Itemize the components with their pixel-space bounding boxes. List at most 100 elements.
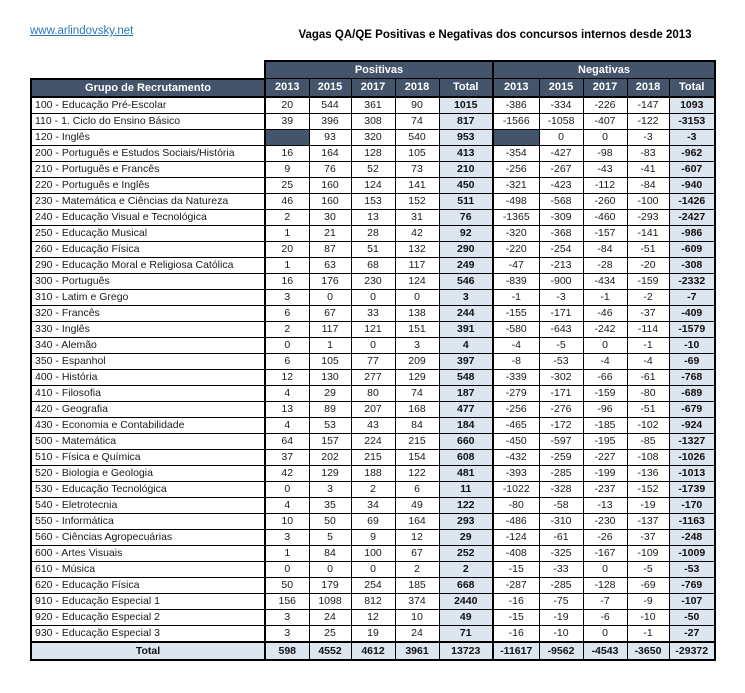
neg-2013-cell: -16 <box>492 624 540 642</box>
table-row: 500 - Matemática 64 157 224 215 660 -450 -597 -1… <box>30 432 716 450</box>
neg-2017-cell: -13 <box>582 496 628 514</box>
pos-2018-cell: 0 <box>394 288 440 306</box>
pos-2013-cell: 3 <box>264 608 310 626</box>
pos-2015-cell: 53 <box>308 416 352 434</box>
pos-2017-cell: 100 <box>350 544 396 562</box>
table-row: 300 - Português 16 176 230 124 546 -839 -900 -43… <box>30 272 716 290</box>
row-label-cell: 330 - Inglês <box>30 320 266 338</box>
pos-2013-cell <box>264 128 310 146</box>
neg-total-cell: -679 <box>668 400 716 418</box>
pos-total-cell: 29 <box>438 528 494 546</box>
pos-2018-cell: 12 <box>394 528 440 546</box>
neg-2013-cell: -256 <box>492 160 540 178</box>
neg-2017-cell: -98 <box>582 144 628 162</box>
pos-2018-cell: 209 <box>394 352 440 370</box>
pos-total-cell: 187 <box>438 384 494 402</box>
pos-total-cell: 511 <box>438 192 494 210</box>
neg-2015-cell: 0 <box>538 128 584 146</box>
pos-2015-cell: 30 <box>308 208 352 226</box>
neg-2013-cell: -11617 <box>492 640 540 661</box>
table-row: 400 - História 12 130 277 129 548 -339 -302 -66-… <box>30 368 716 386</box>
pos-2018-cell: 132 <box>394 240 440 258</box>
table-row: 100 - Educação Pré-Escolar 20 544 361 90 1015… <box>30 96 716 114</box>
pos-2013-cell: 3 <box>264 528 310 546</box>
neg-total-cell: -2332 <box>668 272 716 290</box>
pos-total-cell: 184 <box>438 416 494 434</box>
neg-2018-cell: -61 <box>626 368 670 386</box>
row-label-cell: 420 - Geografia <box>30 400 266 418</box>
pos-2013-cell: 1 <box>264 256 310 274</box>
pos-2018-cell: 3 <box>394 336 440 354</box>
pos-2017-cell: 0 <box>350 288 396 306</box>
neg-2017-cell: -242 <box>582 320 628 338</box>
pos-2017-cell: 124 <box>350 176 396 194</box>
neg-2013-cell: -839 <box>492 272 540 290</box>
pos-total-cell: 122 <box>438 496 494 514</box>
table-row: 110 - 1. Ciclo do Ensino Básico 39 396 308 7… <box>30 112 716 130</box>
neg-2018-cell: -85 <box>626 432 670 450</box>
neg-2017-cell: -28 <box>582 256 628 274</box>
pos-2017-cell: 33 <box>350 304 396 322</box>
table-row: 420 - Geografia 13 89 207 168 477 -256 -276 -96-… <box>30 400 716 418</box>
neg-total-header: Total <box>668 78 716 98</box>
empty-corner-cell <box>31 61 265 79</box>
pos-2015-cell: 93 <box>308 128 352 146</box>
neg-2013-cell: -386 <box>492 96 540 114</box>
pos-2017-cell: 52 <box>350 160 396 178</box>
row-label-cell: 930 - Educação Especial 3 <box>30 624 266 642</box>
neg-2015-cell: -423 <box>538 176 584 194</box>
neg-2017-cell: -226 <box>582 96 628 114</box>
neg-2015-cell: -325 <box>538 544 584 562</box>
neg-2013-cell: -287 <box>492 576 540 594</box>
neg-2018-cell: -83 <box>626 144 670 162</box>
neg-2015-cell: -171 <box>538 304 584 322</box>
neg-2013-cell: -432 <box>492 448 540 466</box>
pos-2017-cell: 68 <box>350 256 396 274</box>
row-label-cell: 350 - Espanhol <box>30 352 266 370</box>
table-row: 410 - Filosofia 4 29 80 74 187 -279 -171 -159 -80… <box>30 384 716 402</box>
pos-2015-cell: 164 <box>308 144 352 162</box>
neg-total-cell: -1026 <box>668 448 716 466</box>
pos-total-cell: 210 <box>438 160 494 178</box>
pos-2015-cell: 130 <box>308 368 352 386</box>
pos-2018-cell: 374 <box>394 592 440 610</box>
neg-2017-cell: -167 <box>582 544 628 562</box>
table-row: 540 - Eletrotecnia 4 35 34 49 122 -80 -58 -13 -19… <box>30 496 716 514</box>
row-label-cell: 240 - Educação Visual e Tecnológica <box>30 208 266 226</box>
pos-year-header: 2013 <box>264 78 310 98</box>
neg-2018-cell: -51 <box>626 240 670 258</box>
neg-total-cell: -689 <box>668 384 716 402</box>
neg-2013-cell: -1022 <box>492 480 540 498</box>
neg-total-cell: -1013 <box>668 464 716 482</box>
neg-2013-cell: -155 <box>492 304 540 322</box>
pos-total-cell: 1015 <box>438 96 494 114</box>
row-label-cell: 530 - Educação Tecnológica <box>30 480 266 498</box>
neg-2013-cell <box>492 128 540 146</box>
pos-2013-cell: 50 <box>264 576 310 594</box>
pos-2017-cell: 4612 <box>350 640 396 661</box>
site-link[interactable]: www.arlindovsky.net <box>30 25 134 37</box>
pos-total-cell: 477 <box>438 400 494 418</box>
neg-2018-cell: -2 <box>626 288 670 306</box>
neg-2015-cell: -597 <box>538 432 584 450</box>
pos-2015-cell: 0 <box>308 288 352 306</box>
neg-2013-cell: -124 <box>492 528 540 546</box>
pos-2017-cell: 207 <box>350 400 396 418</box>
pos-2018-cell: 90 <box>394 96 440 114</box>
neg-2017-cell: -157 <box>582 224 628 242</box>
table-row: 560 - Ciências Agropecuárias 3 5 9 12 29 -124-… <box>30 528 716 546</box>
neg-2018-cell: -51 <box>626 400 670 418</box>
neg-total-cell: -7 <box>668 288 716 306</box>
neg-2018-cell: -9 <box>626 592 670 610</box>
pos-2015-cell: 4552 <box>308 640 352 661</box>
pos-year-header: 2018 <box>394 78 440 98</box>
pos-2015-cell: 21 <box>308 224 352 242</box>
neg-2017-cell: 0 <box>582 560 628 578</box>
neg-2015-cell: -58 <box>538 496 584 514</box>
neg-2013-cell: -393 <box>492 464 540 482</box>
pos-2013-cell: 39 <box>264 112 310 130</box>
row-label-cell: 540 - Eletrotecnia <box>30 496 266 514</box>
neg-2018-cell: -137 <box>626 512 670 530</box>
pos-total-cell: 548 <box>438 368 494 386</box>
neg-2013-cell: -1 <box>492 288 540 306</box>
